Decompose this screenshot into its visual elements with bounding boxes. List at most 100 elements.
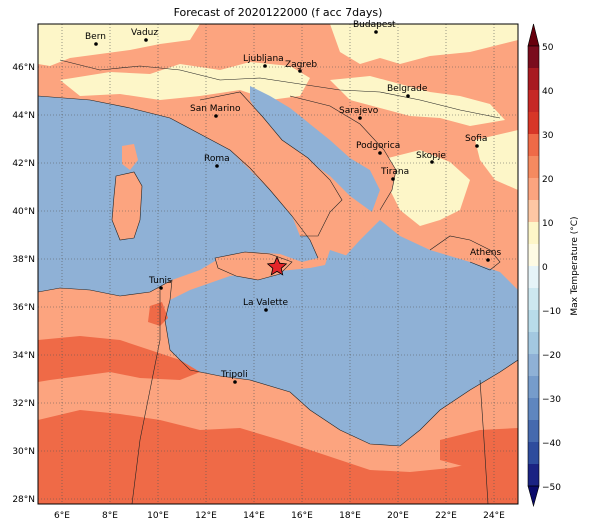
city-dot-tripoli [233, 380, 237, 384]
star-marker-icon [266, 255, 288, 276]
lat-axis: 28°N 30°N 32°N 34°N 36°N 38°N 40°N 42°N … [12, 63, 35, 505]
city-label-la-valette: La Valette [243, 298, 288, 308]
city-dot-podgorica [378, 151, 382, 155]
lon-tick: 16°E [291, 511, 313, 521]
city-dot-skopje [430, 160, 434, 164]
colorbar-tick: −50 [542, 483, 561, 493]
colorbar-tick: −30 [542, 395, 561, 405]
city-markers: Bern Vaduz Budapest Ljubljana Zagreb Bel… [85, 20, 501, 384]
border-national-1 [59, 59, 501, 119]
lon-tick: 24°E [483, 511, 505, 521]
lon-tick: 22°E [435, 511, 457, 521]
lon-tick: 6°E [54, 511, 70, 521]
city-dot-tirana [391, 177, 395, 181]
sea-ionian-south [320, 250, 370, 320]
lon-tick: 10°E [147, 511, 169, 521]
land-band-10-20-centraleuro [60, 62, 310, 100]
border-national-2 [131, 290, 161, 504]
city-label-san-marino: San Marino [190, 104, 241, 114]
land-band-10-20-northeast [330, 24, 518, 64]
colorbar-seg [528, 354, 539, 376]
city-label-sofia: Sofia [465, 134, 487, 144]
colorbar-seg [528, 244, 539, 266]
lon-tick: 12°E [195, 511, 217, 521]
city-dot-zagreb [298, 69, 302, 73]
colorbar: 50 40 30 20 10 0 −10 −20 −30 −40 −50 Max… [527, 23, 580, 508]
map-frame [37, 23, 519, 505]
border-italy [199, 91, 343, 237]
city-label-zagreb: Zagreb [285, 60, 317, 70]
colorbar-seg [528, 178, 539, 200]
city-label-budapest: Budapest [353, 20, 396, 30]
land-band-10-20-balkans [330, 76, 505, 126]
colorbar-tick: −10 [542, 307, 561, 317]
colorbar-seg [528, 464, 539, 486]
city-dot-sarajevo [358, 116, 362, 120]
lon-tick: 8°E [102, 511, 118, 521]
colorbar-bottom-arrow [527, 485, 540, 508]
colorbar-tick: −20 [542, 351, 561, 361]
colorbar-tick: 30 [542, 131, 554, 141]
colorbar-tick: 40 [542, 87, 554, 97]
colorbar-label: Max Temperature (°C) [570, 216, 580, 315]
land-band-10-20-alps [38, 24, 200, 66]
city-dot-budapest [374, 30, 378, 34]
colorbar-seg [528, 288, 539, 310]
border-sardinia [111, 171, 143, 241]
land-balkans-coast [290, 96, 396, 212]
land-sardinia [112, 172, 142, 240]
city-dot-la-valette [264, 308, 268, 312]
lat-tick: 46°N [12, 63, 35, 73]
lon-tick: 14°E [243, 511, 265, 521]
lat-tick: 30°N [12, 447, 35, 457]
colorbar-seg [528, 46, 539, 68]
colorbar-top-arrow [527, 23, 540, 47]
colorbar-seg [528, 90, 539, 112]
colorbar-tick: 0 [542, 263, 548, 273]
city-label-podgorica: Podgorica [356, 141, 400, 151]
city-label-skopje: Skopje [416, 151, 446, 161]
colorbar-seg [528, 68, 539, 90]
colorbar-seg [528, 376, 539, 398]
lat-tick: 32°N [12, 399, 35, 409]
city-dot-vaduz [144, 38, 148, 42]
colorbar-seg [528, 398, 539, 420]
colorbar-tick: 10 [542, 219, 554, 229]
land-corsica [122, 144, 138, 170]
city-dot-sofia [475, 144, 479, 148]
city-dot-san-marino [214, 114, 218, 118]
lat-tick: 34°N [12, 351, 35, 361]
city-dot-ljubljana [263, 64, 267, 68]
lon-tick: 20°E [387, 511, 409, 521]
colorbar-seg [528, 134, 539, 156]
colorbar-seg [528, 420, 539, 442]
colorbar-seg [528, 112, 539, 134]
border-coast-north [38, 95, 319, 259]
city-label-belgrade: Belgrade [387, 84, 428, 94]
city-label-tunis: Tunis [148, 276, 172, 286]
colorbar-seg [528, 222, 539, 244]
land-band-30-40-libya [38, 336, 200, 382]
colorbar-seg [528, 156, 539, 178]
city-label-sarajevo: Sarajevo [339, 106, 379, 116]
land-band-10-20-east [475, 130, 518, 190]
lon-tick: 18°E [339, 511, 361, 521]
colorbar-frame [527, 45, 540, 487]
colorbar-seg [528, 266, 539, 288]
colorbar-tick: −40 [542, 439, 561, 449]
lon-axis: 6°E 8°E 10°E 12°E 14°E 16°E 18°E 20°E 22… [54, 511, 505, 521]
city-dot-bern [94, 42, 98, 46]
city-label-athens: Athens [470, 248, 501, 258]
colorbar-seg [528, 200, 539, 222]
lat-tick: 28°N [12, 495, 35, 505]
lat-tick: 44°N [12, 111, 35, 121]
city-dot-roma [215, 164, 219, 168]
lat-tick: 38°N [12, 255, 35, 265]
border-greece [429, 235, 501, 271]
border-national-3 [479, 379, 489, 504]
colorbar-tick: 20 [542, 175, 554, 185]
city-label-tirana: Tirana [380, 167, 409, 177]
lat-tick: 40°N [12, 207, 35, 217]
city-label-bern: Bern [85, 32, 106, 42]
